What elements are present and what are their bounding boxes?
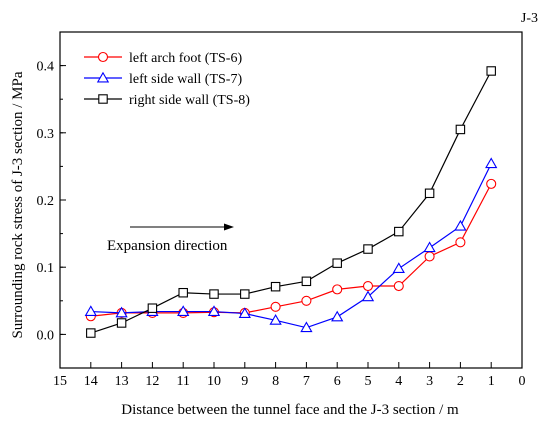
y-tick-label: 0.1 <box>37 261 55 276</box>
data-point-series-2 <box>361 290 375 302</box>
y-tick-label: 0.2 <box>37 194 55 209</box>
x-tick-label: 0 <box>519 374 526 389</box>
x-tick-label: 2 <box>457 374 464 389</box>
corner-label: J-3 <box>521 11 538 26</box>
x-axis-label: Distance between the tunnel face and the… <box>121 402 459 418</box>
legend-marker-1 <box>97 51 109 63</box>
x-tick-label: 3 <box>426 374 433 389</box>
x-tick-label: 9 <box>241 374 248 389</box>
data-point-series-2 <box>423 241 436 253</box>
legend-marker-3 <box>98 94 108 104</box>
y-tick-label: 0.0 <box>37 328 55 343</box>
data-point-series-1 <box>393 280 404 292</box>
legend-marker-2 <box>96 71 110 83</box>
data-point-series-2 <box>238 307 251 319</box>
data-point-series-3 <box>86 328 96 338</box>
data-point-series-1 <box>362 280 374 292</box>
y-tick-label: 0.3 <box>37 127 55 142</box>
data-point-series-1 <box>455 237 466 248</box>
data-point-series-2 <box>392 262 405 273</box>
expansion-arrow-head <box>224 223 234 231</box>
data-point-series-3 <box>270 281 281 292</box>
data-point-series-1 <box>301 295 312 306</box>
data-point-series-1 <box>424 251 435 262</box>
plot-area: 15 14 13 12 11 10 9 8 7 6 5 4 3 2 1 00.00.10.20.30.4lef… <box>37 31 526 389</box>
data-point-series-3 <box>240 289 250 299</box>
data-point-series-1 <box>270 301 281 312</box>
data-point-series-3 <box>301 276 312 287</box>
data-point-series-3 <box>424 188 435 199</box>
series-line-1 <box>90 183 492 317</box>
data-point-series-1 <box>486 178 497 189</box>
data-point-series-2 <box>454 219 467 231</box>
x-tick-label: 15 <box>53 374 67 389</box>
data-point-series-3 <box>332 258 342 268</box>
data-point-series-3 <box>147 303 158 313</box>
x-tick-label: 5 <box>365 374 372 389</box>
x-tick-label: 7 <box>303 374 310 389</box>
legend-label-1: left arch foot (TS-6) <box>129 51 242 66</box>
expansion-direction-label: Expansion direction <box>107 238 228 254</box>
x-tick-label: 14 <box>84 374 98 389</box>
data-point-series-3 <box>363 244 373 254</box>
data-point-series-2 <box>269 313 282 325</box>
data-point-series-3 <box>394 226 404 237</box>
x-tick-label: 4 <box>395 374 402 389</box>
data-point-series-3 <box>486 66 496 76</box>
data-point-series-3 <box>178 287 188 298</box>
legend-label-3: right side wall (TS-8) <box>129 93 250 108</box>
data-point-series-3 <box>209 289 219 299</box>
data-point-series-2 <box>207 305 221 317</box>
data-point-series-3 <box>455 124 466 135</box>
data-point-series-2 <box>177 305 190 317</box>
data-point-series-2 <box>115 306 128 318</box>
x-tick-label: 13 <box>115 374 129 389</box>
data-point-series-2 <box>84 305 97 317</box>
data-point-series-2 <box>485 157 498 169</box>
legend-label-2: left side wall (TS-7) <box>129 72 242 87</box>
x-tick-label: 10 <box>207 374 221 389</box>
series-line-3 <box>90 70 492 334</box>
x-tick-label: 12 <box>145 374 159 389</box>
x-tick-label: 11 <box>176 374 189 389</box>
data-point-series-2 <box>331 310 344 322</box>
data-point-series-2 <box>300 321 313 333</box>
y-axis-label: Surrounding rock stress of J-3 section /… <box>10 71 26 338</box>
x-tick-label: 1 <box>488 374 495 389</box>
data-point-series-1 <box>332 284 343 295</box>
x-tick-label: 6 <box>334 374 341 389</box>
x-tick-label: 8 <box>272 374 279 389</box>
y-tick-label: 0.4 <box>37 60 55 75</box>
data-point-series-3 <box>116 318 127 328</box>
